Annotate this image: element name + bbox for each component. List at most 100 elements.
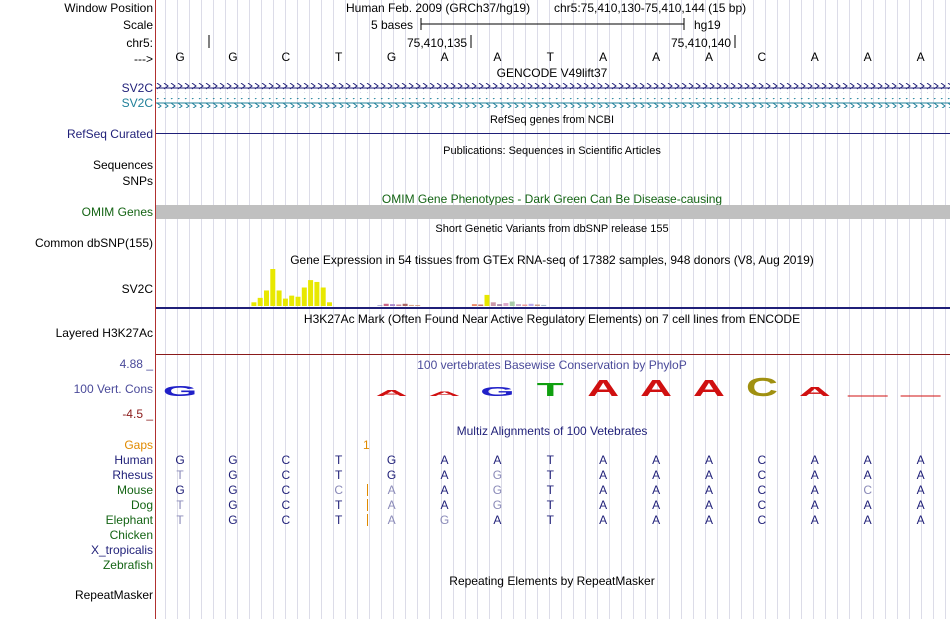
gtex-bar-53[interactable] [534,304,540,306]
phylop-letter-9: A [640,375,672,401]
refseq-label[interactable]: RefSeq Curated [66,127,153,141]
gtex-baseline [156,307,950,309]
gtex-bar-43[interactable] [471,304,477,306]
gtex-bar-9[interactable] [257,297,263,306]
gtex-bar-44[interactable] [478,304,484,306]
db-label: hg19 [694,18,721,32]
h3k27ac-title[interactable]: H3K27Ac Mark (Often Found Near Active Re… [303,312,801,326]
gtex-bar-46[interactable] [490,302,496,306]
alignment-base: G [228,483,238,497]
species-label-x_tropicalis[interactable]: X_tropicalis [90,543,153,557]
gtex-expression-chart[interactable] [156,266,950,308]
label-divider [155,0,156,619]
alignment-base: A [863,453,872,467]
base-3: T [335,50,343,64]
gtex-bar-17[interactable] [308,280,314,306]
species-label-mouse[interactable]: Mouse [116,483,153,497]
phylop-title[interactable]: 100 vertebrates Basewise Conservation by… [417,358,687,372]
gtex-bar-13[interactable] [282,298,288,306]
gtex-bar-51[interactable] [522,304,528,306]
snps-label[interactable]: SNPs [122,174,153,188]
phylop-label[interactable]: 100 Vert. Cons [73,382,153,396]
alignment-base: G [228,468,238,482]
gtex-bar-47[interactable] [497,304,503,306]
omim-gene-bar[interactable] [156,205,950,219]
gtex-bar-14[interactable] [289,295,295,306]
base-9: A [652,50,661,64]
gtex-bar-12[interactable] [276,290,282,306]
alignment-base: A [863,468,872,482]
alignment-base: A [599,483,608,497]
species-label-chicken[interactable]: Chicken [109,528,153,542]
gencode-gene-1-label[interactable]: SV2C [121,81,153,95]
gtex-bar-50[interactable] [516,304,521,306]
alignment-base: A [387,483,396,497]
alignment-base: G [386,468,397,482]
gtex-bar-18[interactable] [314,281,320,306]
species-label-human[interactable]: Human [114,453,153,467]
strand-arrow-label: ---> [134,52,153,66]
publications-title[interactable]: Publications: Sequences in Scientific Ar… [443,145,661,157]
gtex-bar-15[interactable] [295,296,301,306]
multiz-title[interactable]: Multiz Alignments of 100 Vetebrates [456,424,648,438]
alignment-base: A [810,513,819,527]
gencode-gene-2-label[interactable]: SV2C [121,96,153,110]
omim-title[interactable]: OMIM Gene Phenotypes - Dark Green Can Be… [381,192,723,206]
phylop-letter-7: T [537,380,564,400]
base-7: T [546,50,554,64]
dbsnp-label[interactable]: Common dbSNP(155) [34,236,153,250]
alignment-base: T [546,513,554,527]
alignment-base: T [335,468,343,482]
gtex-bar-16[interactable] [301,287,307,307]
gtex-bar-33[interactable] [408,304,414,306]
repeatmasker-title[interactable]: Repeating Elements by RepeatMasker [449,574,655,588]
alignment-base: A [916,498,925,512]
refseq-title[interactable]: RefSeq genes from NCBI [489,114,615,126]
gtex-bar-8[interactable] [251,302,257,306]
gtex-label[interactable]: SV2C [121,282,153,296]
species-label-zebrafish[interactable]: Zebrafish [102,558,153,572]
gtex-bar-45[interactable] [484,294,490,306]
gtex-bar-10[interactable] [264,290,269,306]
alignment-base: G [492,498,503,512]
alignment-base: C [757,498,767,512]
gtex-bar-32[interactable] [402,303,408,306]
gencode-title[interactable]: GENCODE V49lift37 [496,66,608,80]
window-position[interactable]: chr5:75,410,130-75,410,144 (15 bp) [554,1,747,15]
gtex-bar-54[interactable] [541,304,547,306]
gtex-title[interactable]: Gene Expression in 54 tissues from GTEx … [290,253,814,267]
gtex-bar-20[interactable] [327,302,332,306]
alignment-base: A [810,498,819,512]
gtex-bar-11[interactable] [270,269,276,306]
h3k27ac-signal-line[interactable] [156,354,950,355]
gtex-bar-29[interactable] [383,303,389,306]
species-label-elephant[interactable]: Elephant [105,513,153,527]
omim-label[interactable]: OMIM Genes [81,205,153,219]
gtex-bar-28[interactable] [377,305,383,306]
species-label-dog[interactable]: Dog [130,498,153,512]
repeatmasker-label[interactable]: RepeatMasker [74,588,153,602]
alignment-base: A [863,513,872,527]
refseq-gene-line[interactable] [156,133,950,134]
gtex-bar-31[interactable] [396,304,402,306]
alignment-base: C [863,483,873,497]
alignment-base: A [916,468,925,482]
dbsnp-title[interactable]: Short Genetic Variants from dbSNP releas… [435,223,669,235]
sequences-label[interactable]: Sequences [92,158,153,172]
gencode-gene-track[interactable] [156,81,950,111]
gtex-bar-48[interactable] [503,303,509,306]
gtex-bar-30[interactable] [390,304,395,306]
alignment-base: A [493,513,502,527]
gtex-bar-34[interactable] [415,305,421,306]
gtex-bar-49[interactable] [509,301,515,306]
base-14: A [916,50,925,64]
alignment-base: A [810,453,819,467]
species-label-rhesus[interactable]: Rhesus [112,468,153,482]
gtex-bar-52[interactable] [528,303,534,306]
gtex-bar-19[interactable] [320,287,326,307]
alignment-base: T [546,483,554,497]
base-6: A [493,50,502,64]
h3k27ac-label[interactable]: Layered H3K27Ac [55,326,153,340]
alignment-base: A [916,453,925,467]
